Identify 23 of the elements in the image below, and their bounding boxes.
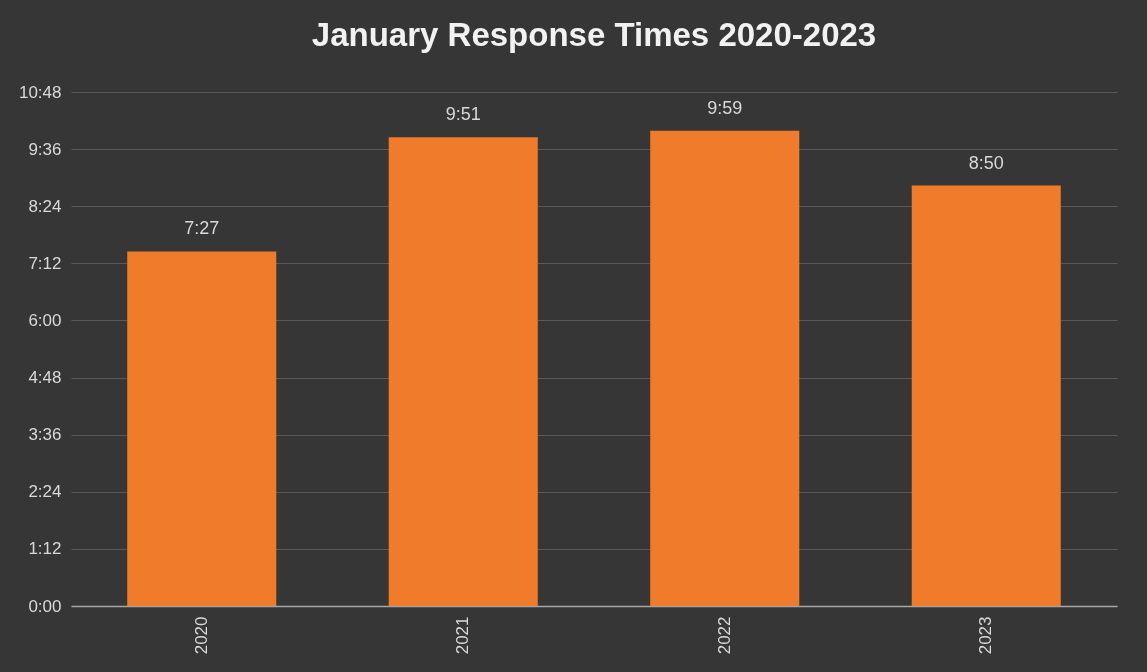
bar — [127, 251, 277, 606]
x-tick-label: 2021 — [453, 616, 473, 655]
bar — [388, 137, 538, 606]
bar — [650, 130, 800, 606]
y-tick-label: 2:24 — [28, 482, 62, 502]
y-tick-label: 3:36 — [28, 425, 62, 445]
data-label: 8:50 — [968, 152, 1004, 173]
data-label: 9:59 — [707, 97, 743, 118]
y-tick-label: 0:00 — [28, 596, 62, 616]
y-tick-label: 7:12 — [28, 253, 62, 273]
bar — [911, 185, 1061, 606]
y-tick-label: 6:00 — [28, 310, 62, 330]
data-label: 7:27 — [184, 218, 220, 239]
y-tick-label: 9:36 — [28, 139, 62, 159]
x-tick-label: 2020 — [191, 616, 211, 655]
x-tick-label: 2022 — [714, 616, 734, 655]
y-tick-label: 4:48 — [28, 368, 62, 388]
y-tick-label: 1:12 — [28, 539, 62, 559]
data-label: 9:51 — [445, 104, 481, 125]
y-tick-label: 8:24 — [28, 196, 62, 216]
x-tick-label: 2023 — [976, 616, 996, 655]
y-tick-label: 10:48 — [18, 82, 62, 102]
chart-title: January Response Times 2020-2023 — [311, 16, 877, 53]
